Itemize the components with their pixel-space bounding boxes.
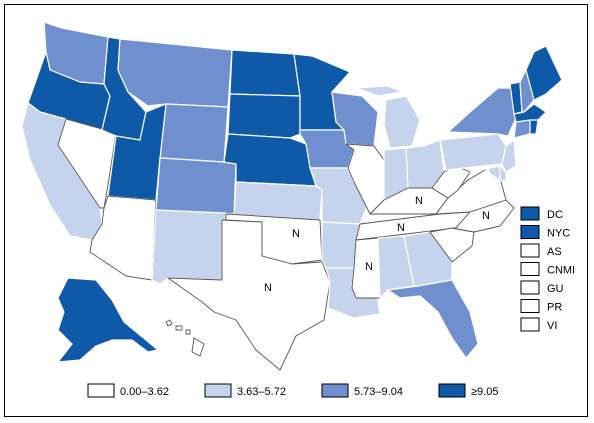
- legend-swatch-3: [321, 383, 349, 398]
- state-pa: [439, 133, 507, 171]
- n-label-ms: N: [365, 261, 373, 273]
- territory-swatch-cnmi: [520, 262, 540, 276]
- state-sd: [227, 93, 301, 139]
- state-me: [525, 45, 563, 101]
- legend-label-4: ≥9.05: [471, 386, 498, 398]
- territory-label-cnmi: CNMI: [547, 265, 575, 277]
- territory-swatch-vi: [520, 317, 540, 332]
- n-label-tx: N: [264, 282, 272, 294]
- state-mt: [117, 38, 233, 108]
- legend-label-1: 0.00–3.62: [120, 386, 169, 398]
- state-wy: [159, 103, 229, 163]
- state-nm: [151, 209, 227, 285]
- state-ak: [57, 277, 159, 363]
- legend-label-3: 5.73–9.04: [354, 386, 403, 398]
- state-tx: [167, 219, 331, 371]
- state-nh: [519, 69, 535, 113]
- state-ct: [513, 119, 531, 139]
- state-ri: [529, 119, 539, 135]
- color-legend: 0.00–3.62 3.63–5.72 5.73–9.04 ≥9.05: [87, 383, 498, 398]
- state-fl: [387, 279, 479, 359]
- state-co: [155, 157, 237, 215]
- territory-label-dc: DC: [547, 209, 563, 221]
- n-label-nc: N: [482, 210, 490, 222]
- state-ny: [447, 87, 517, 137]
- territory-label-as: AS: [547, 246, 562, 258]
- territory-swatch-gu: [520, 280, 540, 295]
- n-label-ky: N: [415, 195, 423, 207]
- n-label-tn: N: [397, 222, 405, 234]
- no-data-labels: N N N N N N: [264, 195, 490, 294]
- territory-swatch-as: [520, 243, 540, 258]
- state-ne: [223, 133, 317, 187]
- legend-swatch-4: [438, 383, 466, 398]
- state-nj: [501, 139, 517, 173]
- territory-label-nyc: NYC: [547, 228, 570, 240]
- territory-label-gu: GU: [547, 283, 564, 295]
- territory-swatch-dc: [520, 206, 540, 221]
- territory-legend: DC NYC AS CNMI GU PR VI: [520, 206, 575, 332]
- territory-label-pr: PR: [547, 302, 562, 314]
- territory-swatch-pr: [520, 299, 540, 313]
- legend-swatch-2: [204, 383, 232, 398]
- state-nd: [229, 49, 301, 97]
- state-sc: [429, 227, 475, 263]
- state-mi: [355, 85, 421, 149]
- n-label-ok: N: [292, 228, 300, 240]
- state-ks: [233, 181, 323, 221]
- territory-label-vi: VI: [547, 320, 557, 332]
- legend-label-2: 3.63–5.72: [237, 386, 286, 398]
- state-hi: [165, 319, 205, 357]
- state-md: [469, 165, 501, 181]
- legend-swatch-1: [87, 383, 115, 398]
- territory-swatch-nyc: [520, 225, 540, 239]
